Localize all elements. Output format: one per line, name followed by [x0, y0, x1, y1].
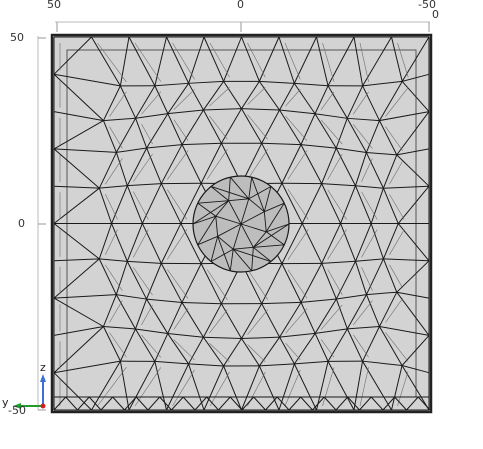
- top-tick-neg50: -50: [418, 0, 436, 11]
- top-tick-0: 0: [237, 0, 244, 11]
- left-tick-50: 50: [10, 31, 24, 44]
- sphere-mesh: [192, 175, 290, 273]
- tetrahedral-mesh: [53, 36, 431, 411]
- z-axis-label: z: [40, 361, 46, 374]
- y-axis-label: y: [2, 396, 9, 409]
- left-tick-neg50: -50: [8, 404, 26, 417]
- top-ruler: [55, 21, 430, 32]
- top-tick-50: 50: [47, 0, 61, 11]
- coordinate-triad-icon: [13, 374, 46, 409]
- left-tick-0: 0: [18, 217, 25, 230]
- left-ruler: [37, 36, 46, 411]
- top-right-tick-0: 0: [432, 8, 439, 21]
